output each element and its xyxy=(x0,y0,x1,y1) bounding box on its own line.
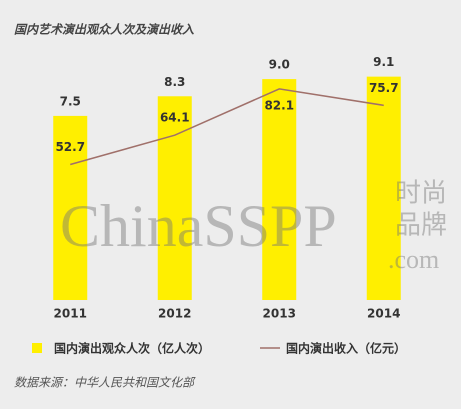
bar-value-label: 7.5 xyxy=(60,94,81,108)
watermark-text: ChinaSSPP xyxy=(60,193,337,259)
x-tick-label: 2013 xyxy=(263,307,296,321)
watermark-text: 品牌 xyxy=(395,211,447,241)
x-tick-label: 2012 xyxy=(158,307,191,321)
x-tick-label: 2014 xyxy=(367,307,400,321)
watermark: ChinaSSPP .com 时尚 品牌 xyxy=(60,179,447,274)
legend-label: 国内演出收入（亿元） xyxy=(286,341,406,356)
watermark-text: 时尚 xyxy=(395,179,447,209)
line-value-label: 52.7 xyxy=(55,140,85,154)
line xyxy=(70,88,384,166)
legend-label: 国内演出观众人次（亿人次） xyxy=(54,341,210,356)
line-value-label: 64.1 xyxy=(160,111,190,125)
source: 数据来源：中华人民共和国文化部 xyxy=(14,376,196,390)
bar-value-label: 8.3 xyxy=(164,75,185,89)
line-value-label: 82.1 xyxy=(264,98,294,112)
x-tick-label: 2011 xyxy=(54,307,87,321)
bar xyxy=(366,76,401,301)
bar-value-label: 9.0 xyxy=(269,58,290,72)
bar xyxy=(262,79,297,300)
chart-title: 国内艺术演出观众人次及演出收入 xyxy=(14,23,194,37)
legend-swatch xyxy=(32,343,42,353)
line-value-label: 75.7 xyxy=(369,81,399,95)
watermark-text: .com xyxy=(388,245,439,274)
bar xyxy=(53,115,88,300)
bar-value-label: 9.1 xyxy=(373,55,394,69)
